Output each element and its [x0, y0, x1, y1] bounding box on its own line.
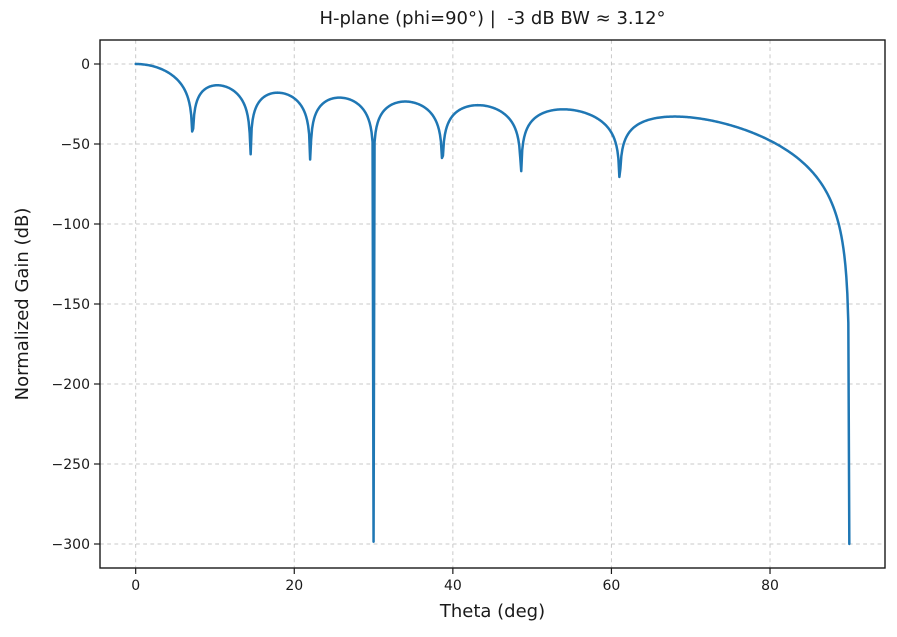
- y-tick-label: −150: [52, 297, 90, 313]
- axis-ticks: [94, 63, 771, 574]
- x-axis-label: Theta (deg): [439, 601, 545, 622]
- x-tick-labels: 0 20 40 60 80: [131, 578, 779, 594]
- chart-title: H-plane (phi=90°) | -3 dB BW ≈ 3.12°: [319, 8, 666, 29]
- y-tick-label: −50: [60, 137, 90, 153]
- y-tick-label: −250: [52, 457, 90, 473]
- grid-lines: [100, 40, 885, 568]
- y-tick-label: −200: [52, 377, 90, 393]
- x-tick-label: 40: [444, 578, 462, 594]
- x-tick-label: 60: [603, 578, 621, 594]
- y-tick-label: −300: [52, 537, 90, 553]
- y-tick-label: 0: [81, 57, 90, 73]
- x-tick-label: 20: [285, 578, 303, 594]
- gain-curve: [134, 62, 851, 546]
- y-tick-labels: 0 −50 −100 −150 −200 −250 −300: [52, 57, 90, 553]
- y-tick-label: −100: [52, 217, 90, 233]
- x-tick-label: 0: [131, 578, 140, 594]
- x-tick-label: 80: [761, 578, 779, 594]
- y-axis-label: Normalized Gain (dB): [12, 208, 33, 401]
- gain-curve-group: [134, 62, 851, 546]
